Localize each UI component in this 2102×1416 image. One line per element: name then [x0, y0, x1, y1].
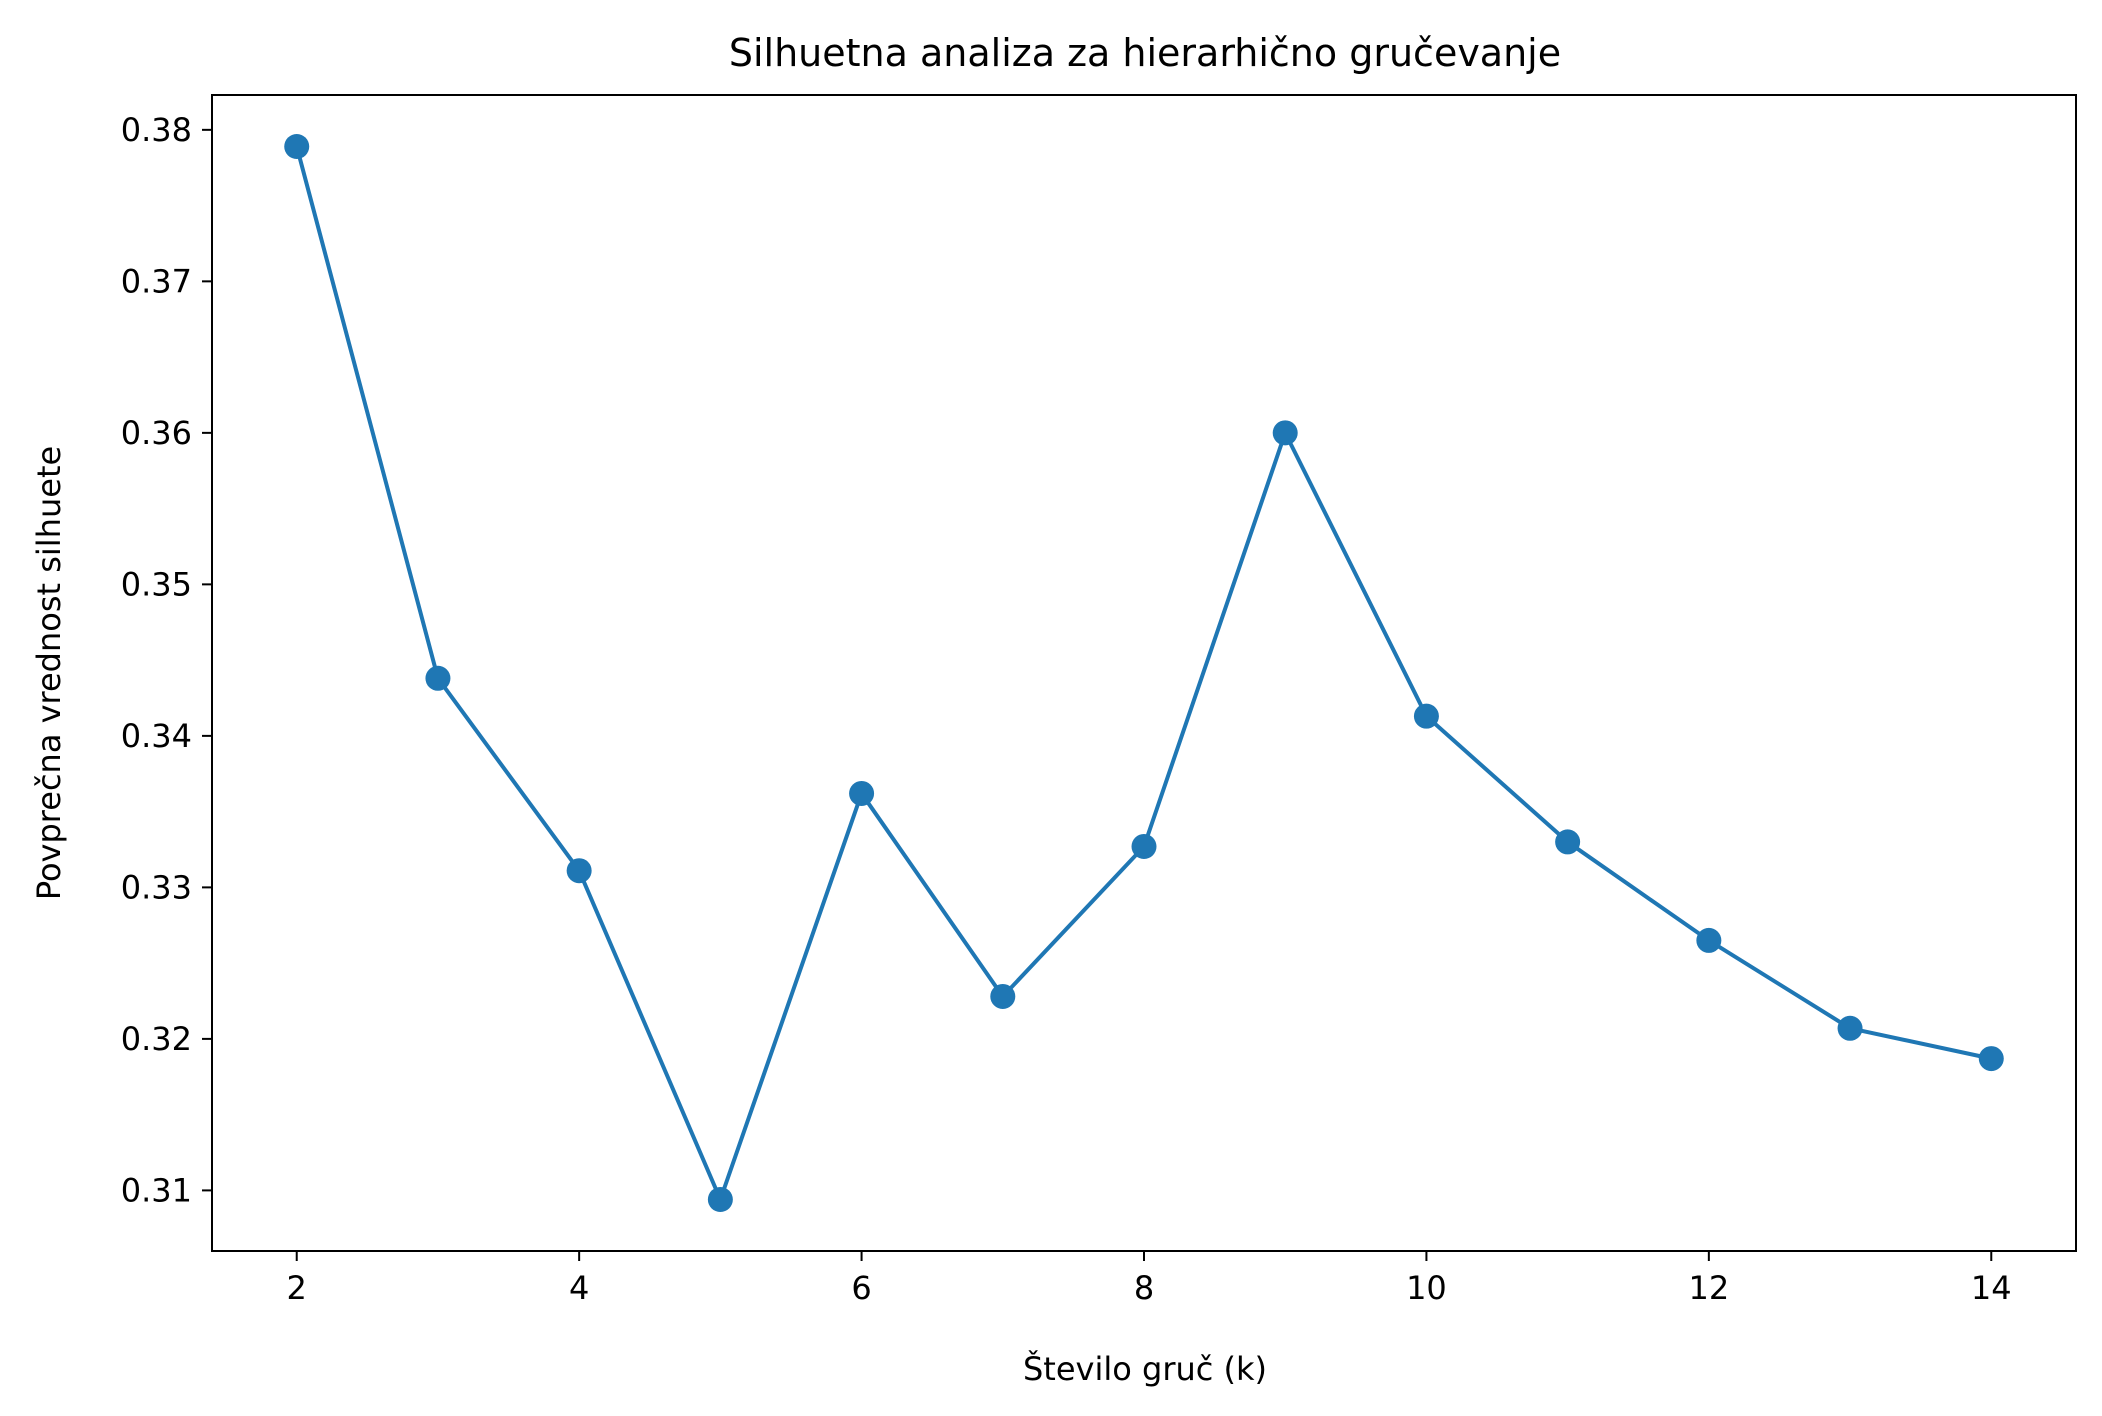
x-tick-label: 6 [851, 1269, 871, 1307]
y-tick-label: 0.38 [121, 111, 192, 149]
data-point [425, 665, 451, 691]
y-axis-ticks: 0.31 0.32 0.33 0.34 0.35 0.36 0.37 0.38 [121, 111, 212, 1209]
data-series [284, 134, 2004, 1212]
y-tick-label: 0.36 [121, 414, 192, 452]
data-point [1272, 420, 1298, 446]
x-tick-label: 12 [1688, 1269, 1729, 1307]
data-point [284, 134, 310, 160]
data-point [990, 983, 1016, 1009]
data-point [1837, 1015, 1863, 1041]
data-point [1978, 1046, 2004, 1072]
x-tick-label: 10 [1406, 1269, 1447, 1307]
y-tick-label: 0.33 [121, 868, 192, 906]
x-tick-label: 2 [287, 1269, 307, 1307]
x-axis-ticks: 2 4 6 8 10 12 14 [287, 1251, 2012, 1307]
data-point [1555, 829, 1581, 855]
chart-title: Silhuetna analiza za hierarhično gručeva… [729, 31, 1561, 75]
x-tick-label: 4 [569, 1269, 589, 1307]
data-point [1696, 927, 1722, 953]
x-tick-label: 14 [1971, 1269, 2012, 1307]
data-point [707, 1186, 733, 1212]
x-tick-label: 8 [1134, 1269, 1154, 1307]
y-axis-label: Povprečna vrednost silhuete [30, 446, 68, 900]
y-tick-label: 0.32 [121, 1020, 192, 1058]
y-tick-label: 0.35 [121, 565, 192, 603]
x-axis-label: Število gruč (k) [1023, 1349, 1267, 1388]
y-tick-label: 0.31 [121, 1171, 192, 1209]
plot-area: 2 4 6 8 10 12 14 0.310.320.330.340.350.360.370… [121, 94, 2077, 1307]
data-point [566, 858, 592, 884]
data-point [1413, 703, 1439, 729]
y-tick-label: 0.34 [121, 717, 192, 755]
data-point [849, 780, 875, 806]
data-point [1131, 833, 1157, 859]
y-tick-label: 0.37 [121, 262, 192, 300]
